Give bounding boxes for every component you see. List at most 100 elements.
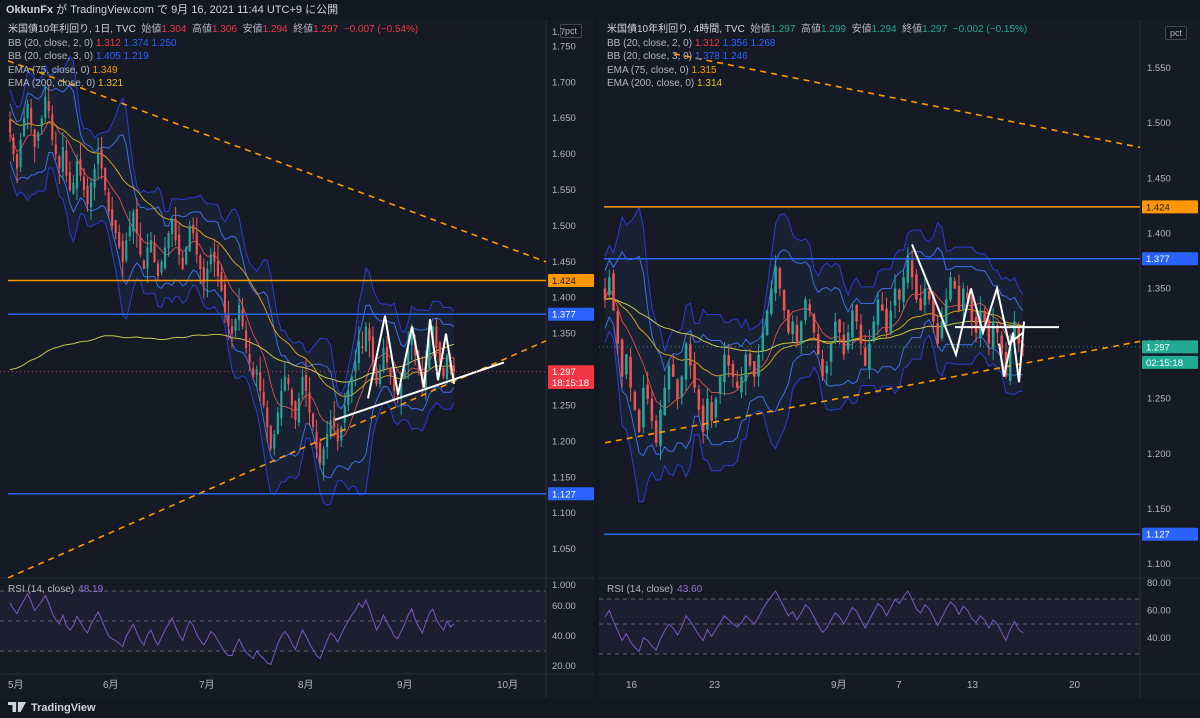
candle-body xyxy=(8,119,12,133)
rsi-tick-label: 60.00 xyxy=(552,601,576,612)
price-tick-label: 1.250 xyxy=(1147,394,1171,405)
chart-canvas[interactable]: 1.5501.5001.4501.4001.3501.3001.2501.200… xyxy=(599,20,1200,698)
candle-body xyxy=(654,420,658,443)
symbol-title[interactable]: 米国債10年利回り, 1日, TVC xyxy=(8,24,136,35)
rsi-legend[interactable]: RSI (14, close) 48.19 xyxy=(8,584,103,595)
candle-body xyxy=(442,367,445,377)
bb2-label[interactable]: BB (20, close, 3, 0) xyxy=(607,51,693,63)
candle-body xyxy=(121,241,124,262)
chart-canvas[interactable]: 1.750 1.700 1.650 1.600 1.550 1.500 1.450 1.400… xyxy=(0,20,594,698)
candle-body xyxy=(693,363,696,388)
high-label: 高値 xyxy=(191,24,212,35)
price-tick-label: 1.350 xyxy=(552,329,576,340)
candle-body xyxy=(149,240,153,253)
change-value: −0.002 (−0.15%) xyxy=(952,24,1028,35)
candle-body xyxy=(301,376,304,396)
candle-body xyxy=(753,361,756,377)
candle-body xyxy=(949,277,952,300)
close-value: 1.297 xyxy=(313,24,339,35)
candle-body xyxy=(872,321,875,342)
ema200-label[interactable]: EMA (200, close, 0) xyxy=(607,78,695,90)
candle-body xyxy=(825,365,829,374)
candle-body xyxy=(340,427,343,441)
time-tick-label: 8月 xyxy=(298,679,314,691)
candle-body xyxy=(385,346,389,363)
candle-body xyxy=(740,376,743,393)
low-label: 安値 xyxy=(242,24,263,35)
candle-body xyxy=(86,185,89,205)
price-badge-label: 1.424 xyxy=(552,276,576,287)
candle-body xyxy=(906,255,910,283)
ema200-label[interactable]: EMA (200, close, 0) xyxy=(8,78,96,90)
candle-body xyxy=(262,392,265,406)
bb-outer-fill xyxy=(605,207,1023,502)
ema75-label[interactable]: EMA (75, close, 0) xyxy=(8,64,90,76)
candle-body xyxy=(30,108,33,126)
candle-body xyxy=(701,405,705,432)
candle-body xyxy=(620,339,624,377)
bb1-label[interactable]: BB (20, close, 2, 0) xyxy=(8,37,94,49)
candle-body xyxy=(195,232,198,255)
bb2-lower-line xyxy=(604,315,1024,457)
candle-body xyxy=(58,156,61,169)
candle-body xyxy=(983,310,986,322)
candle-body xyxy=(354,362,357,372)
tradingview-logo[interactable]: TradingView xyxy=(8,698,96,718)
open-label: 始値 xyxy=(750,24,771,35)
chart-panel-4h[interactable]: 米国債10年利回り, 4時間, TVC 始値1.297 高値1.299 安値1.… xyxy=(599,20,1200,698)
symbol-title[interactable]: 米国債10年利回り, 4時間, TVC xyxy=(607,24,745,35)
price-tick-label: 1.350 xyxy=(1147,283,1171,294)
ema75-label[interactable]: EMA (75, close, 0) xyxy=(607,64,689,76)
candle-body xyxy=(75,161,79,189)
bb2-label[interactable]: BB (20, close, 3, 0) xyxy=(8,51,94,63)
price-tick-label: 1.050 xyxy=(552,544,576,555)
time-tick-label: 16 xyxy=(626,680,638,691)
publish-info: が TradingView.com で 9月 16, 2021 11:44 UT… xyxy=(53,4,339,16)
candle-body xyxy=(93,168,96,188)
bb1-label[interactable]: BB (20, close, 2, 0) xyxy=(607,37,693,49)
candle-body xyxy=(280,391,283,419)
candle-body xyxy=(842,334,846,355)
candle-body xyxy=(54,144,57,155)
rsi-legend[interactable]: RSI (14, close) 43.60 xyxy=(607,584,702,595)
candle-body xyxy=(132,211,135,233)
price-tick-label: 1.450 xyxy=(552,257,576,268)
open-value: 1.297 xyxy=(770,24,796,35)
bb2-upper-line xyxy=(9,84,455,410)
candle-body xyxy=(68,172,71,190)
candle-body xyxy=(829,343,833,362)
candle-body xyxy=(727,355,730,366)
bb2-lower: 1.219 xyxy=(123,51,149,63)
rsi-line xyxy=(604,590,1024,653)
candle-body xyxy=(118,231,121,248)
candle-body xyxy=(731,363,735,377)
price-scale-unit-button[interactable]: pct xyxy=(560,24,583,38)
chart-panel-daily[interactable]: 米国債10年利回り, 1日, TVC 始値1.304 高値1.306 安値1.2… xyxy=(0,20,594,698)
candle-body xyxy=(927,291,931,300)
candle-body xyxy=(791,321,794,335)
trend-line xyxy=(604,340,1141,444)
candle-body xyxy=(128,225,131,237)
candle-body xyxy=(910,260,914,278)
candle-body xyxy=(697,389,701,410)
candle-body xyxy=(192,224,195,234)
price-badge xyxy=(1142,355,1198,369)
candle-body xyxy=(868,343,871,370)
legend: 米国債10年利回り, 4時間, TVC 始値1.297 高値1.299 安値1.… xyxy=(607,23,1027,91)
candle-body xyxy=(407,348,410,366)
candle-body xyxy=(748,353,752,366)
candle-body xyxy=(428,340,431,369)
price-tick-label: 1.000 xyxy=(552,580,576,591)
candle-body xyxy=(104,167,107,190)
bb3-lower-line xyxy=(604,330,1024,503)
candle-body xyxy=(37,132,40,141)
price-tick-label: 1.550 xyxy=(552,185,576,196)
candle-body xyxy=(940,321,944,339)
author-name[interactable]: OkkunFx xyxy=(6,4,54,16)
candle-body xyxy=(435,326,438,348)
price-scale-unit-button[interactable]: pct xyxy=(1165,26,1188,40)
price-badge xyxy=(548,487,594,501)
candle-body xyxy=(364,326,367,352)
price-badge-label: 1.377 xyxy=(552,310,576,321)
rsi-tick-label: 40.00 xyxy=(1147,633,1171,644)
